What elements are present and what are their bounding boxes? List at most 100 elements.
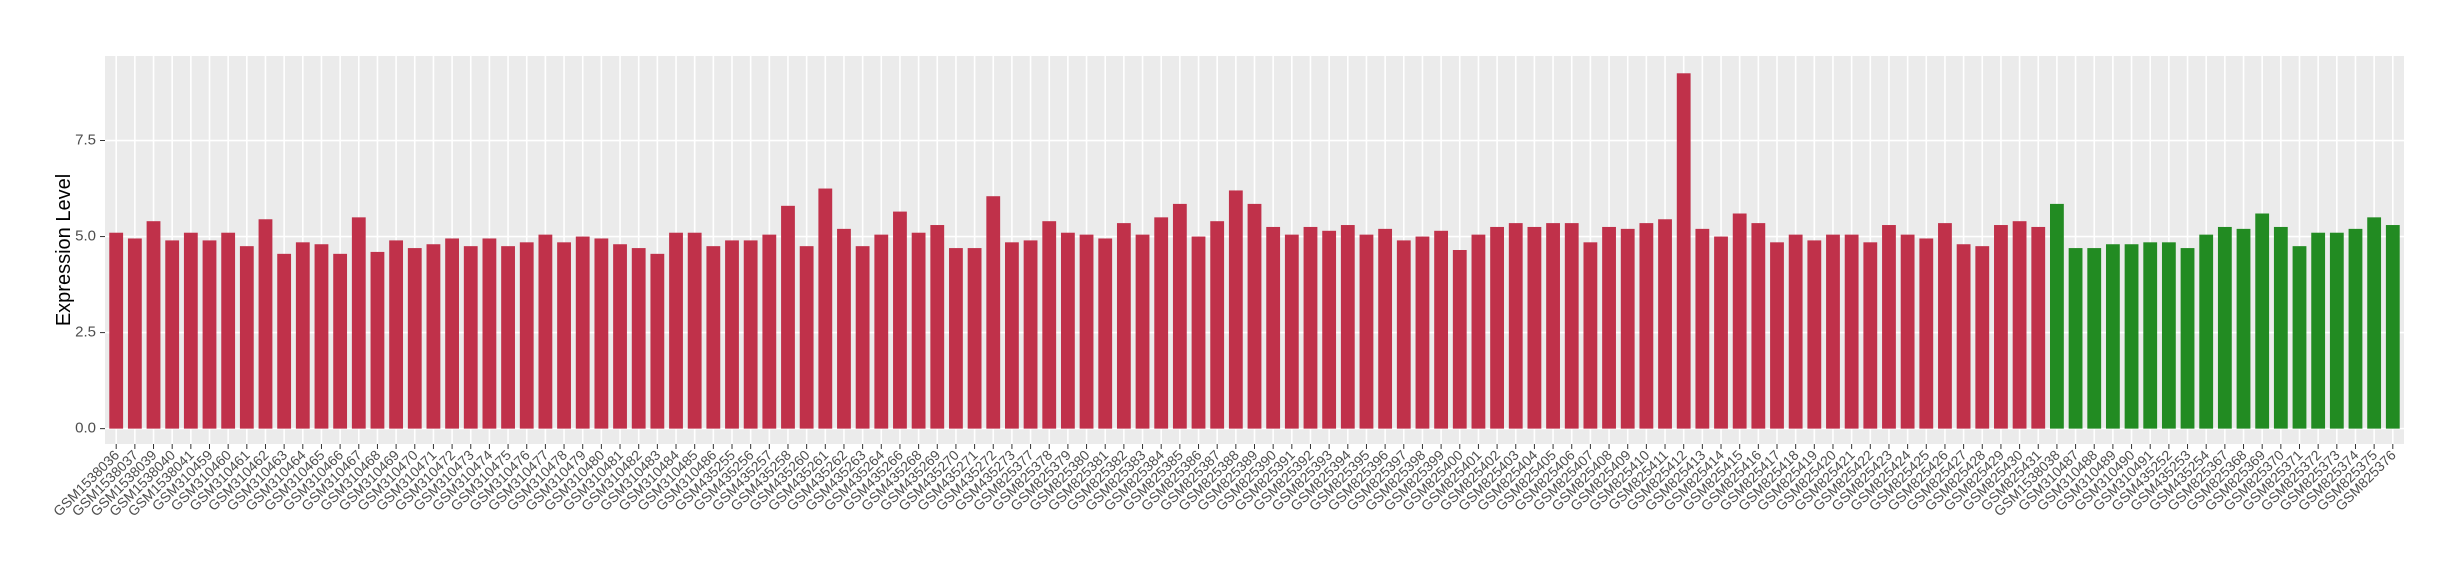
bar [389,240,404,429]
bar [183,232,198,429]
bar [743,240,758,429]
bar [1434,230,1449,429]
bar [1863,242,1878,429]
bar [2329,232,2344,429]
bar [762,234,777,429]
bar [295,242,310,429]
bar [2273,226,2288,429]
bar [1060,232,1075,429]
bar [1994,225,2008,429]
bar [2012,221,2027,429]
bar [1658,219,1672,429]
bar [781,205,795,429]
bar [426,244,441,429]
bar [930,225,945,429]
bar [370,251,385,429]
bar [202,240,217,429]
bar [407,248,422,429]
bar [1378,228,1393,429]
bar [2050,203,2064,429]
bar [1098,238,1113,429]
bar [1154,217,1169,429]
bar [1396,240,1411,429]
bar [239,246,254,429]
bar [2161,242,2176,429]
y-tick-label: 0.0 [75,420,96,437]
bar [575,236,590,429]
bar [631,248,646,429]
bar [1415,236,1430,429]
bar [1191,236,1206,429]
bar [1135,234,1150,429]
bar [1508,223,1523,429]
bar [1359,234,1374,429]
bar [967,248,982,429]
bar [1228,190,1243,429]
bar [445,238,459,429]
bar [1322,230,1337,429]
bar [1042,221,1057,429]
bar [1527,226,1542,429]
bar [2311,232,2326,429]
bar [2031,226,2046,429]
y-axis-title: Expression Level [53,174,75,326]
bar [1266,226,1281,429]
bar [2217,226,2232,429]
bar [1956,244,1971,429]
bar [1284,234,1299,429]
bar [2180,248,2195,429]
bar [1452,250,1467,429]
bar [1826,234,1840,429]
bar [501,246,515,429]
bar [1116,223,1131,429]
bar [1975,246,1990,429]
bar [221,232,236,429]
bar [463,246,478,429]
bar [911,232,926,429]
bar [2087,248,2102,429]
bar [1490,226,1504,429]
bar [1844,234,1859,429]
bar [594,238,609,429]
bar [557,242,571,429]
bar [2385,225,2400,429]
bar [2348,228,2363,429]
bar [669,232,683,429]
bar [165,240,180,429]
bar [1882,225,1896,429]
bar [1732,213,1747,429]
bar [1471,234,1486,429]
bar [725,240,739,429]
bar [146,221,161,429]
y-tick-label: 5.0 [75,228,96,245]
bar [1695,228,1710,429]
bar [706,246,721,429]
bar [127,238,142,429]
bar [1714,236,1728,429]
bar [837,228,851,429]
bar [986,196,1001,429]
bar [874,234,889,429]
bar [277,253,292,429]
bar [351,217,366,429]
bar [1583,242,1598,429]
bar [1807,240,1822,429]
bar [1303,226,1318,429]
bar [818,188,833,429]
bar [893,211,907,429]
bar [799,246,814,429]
bar [1602,226,1616,429]
bar [1919,238,1934,429]
y-tick-label: 2.5 [75,324,96,341]
bar [2367,217,2382,429]
bar [1340,225,1355,429]
bar [2124,244,2139,429]
bar [538,234,553,429]
bar [687,232,702,429]
bar [519,242,534,429]
bar [2236,228,2251,429]
bar [1247,203,1262,429]
bar [1172,203,1187,429]
